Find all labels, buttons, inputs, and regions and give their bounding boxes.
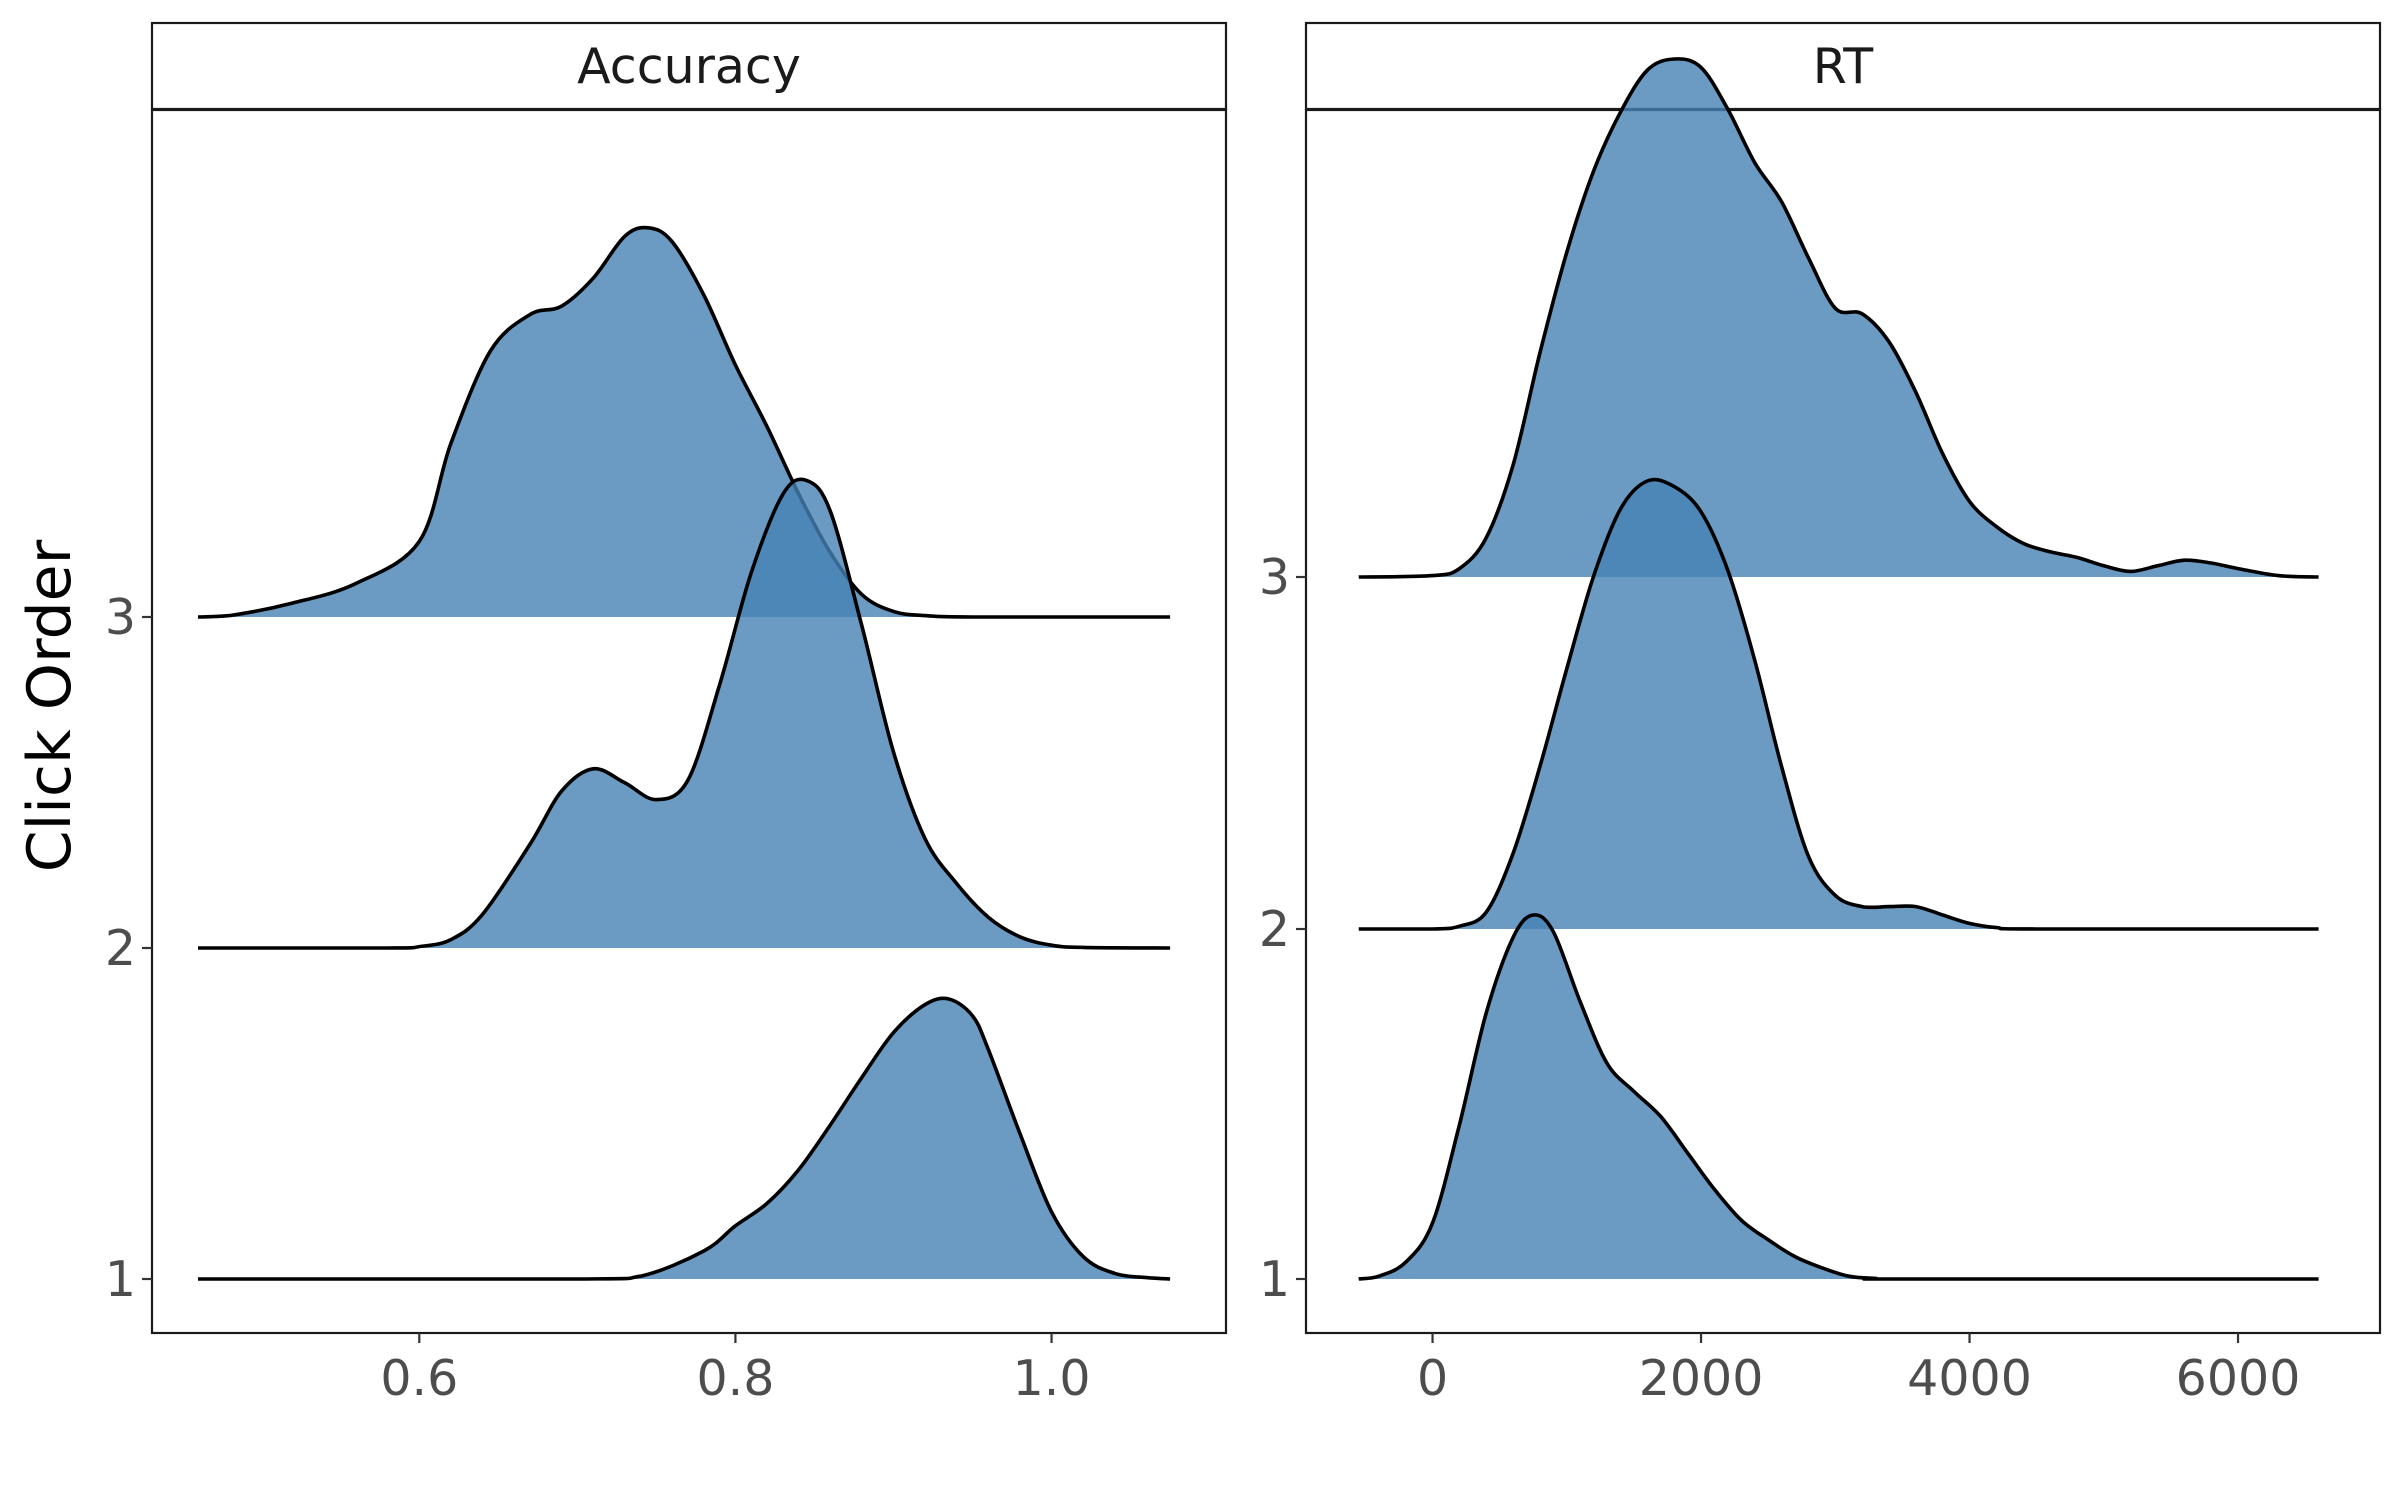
ridge-line-accuracy-2 xyxy=(198,477,1171,950)
strip-label: Accuracy xyxy=(577,38,801,95)
panel-border xyxy=(150,108,1228,1335)
y-axis-title: Click Order xyxy=(15,539,85,872)
y-tick-label: 2 xyxy=(105,920,136,977)
ridge-fill-rt-2 xyxy=(1358,479,2319,929)
strip-box-rt xyxy=(1304,21,2382,111)
panel-rt: RT 0 2000 4000 6000 1 2 3 xyxy=(1259,21,2382,1407)
x-tick-label: 0 xyxy=(1417,1350,1448,1407)
ridge-line-rt-2 xyxy=(1358,477,2319,931)
x-tick-label: 2000 xyxy=(1639,1350,1764,1407)
y-tick-label: 1 xyxy=(105,1251,136,1308)
strip-label: RT xyxy=(1813,38,1874,95)
ridge-line-rt-1 xyxy=(1358,913,2319,1281)
y-tick-label: 1 xyxy=(1259,1251,1290,1308)
facet-panels: Accuracy 0.6 0.8 1.0 1 2 3 RT 0 2000 4000 6000 1 2 3 xyxy=(105,21,2382,1407)
ridge-line-accuracy-1 xyxy=(198,996,1171,1281)
ridge-fill-accuracy-1 xyxy=(198,998,1171,1279)
x-tick-label: 4000 xyxy=(1907,1350,2032,1407)
x-tick-label: 0.8 xyxy=(696,1350,774,1407)
ridge-fill-accuracy-3 xyxy=(198,227,1171,618)
x-tick-label: 0.6 xyxy=(380,1350,458,1407)
ridge-line-accuracy-3 xyxy=(197,225,1171,619)
y-tick-label: 3 xyxy=(105,589,136,646)
y-tick-label: 3 xyxy=(1259,549,1290,606)
ridge-fill-rt-1 xyxy=(1358,914,2319,1279)
y-tick-label: 2 xyxy=(1259,901,1290,958)
panel-accuracy: Accuracy 0.6 0.8 1.0 1 2 3 xyxy=(105,21,1228,1407)
ridge-fill-accuracy-2 xyxy=(198,479,1171,948)
ridge-fill-rt-3 xyxy=(1358,58,2319,578)
x-tick-label: 6000 xyxy=(2176,1350,2301,1407)
strip-box-accuracy xyxy=(150,21,1228,111)
panel-border xyxy=(1304,108,2382,1335)
x-tick-label: 1.0 xyxy=(1013,1350,1091,1407)
ridge-line-rt-3 xyxy=(1358,57,2319,579)
